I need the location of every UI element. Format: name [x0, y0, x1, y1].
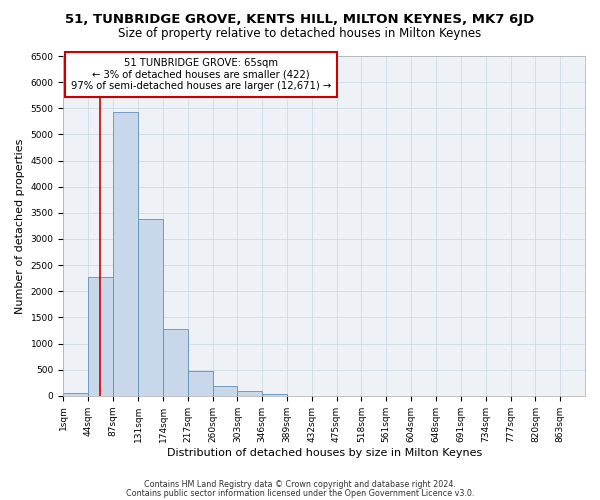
Text: Size of property relative to detached houses in Milton Keynes: Size of property relative to detached ho…	[118, 28, 482, 40]
Y-axis label: Number of detached properties: Number of detached properties	[15, 138, 25, 314]
Text: 51 TUNBRIDGE GROVE: 65sqm
← 3% of detached houses are smaller (422)
97% of semi-: 51 TUNBRIDGE GROVE: 65sqm ← 3% of detach…	[71, 58, 331, 91]
Bar	[63, 393, 88, 396]
Bar	[163, 329, 188, 396]
Text: 51, TUNBRIDGE GROVE, KENTS HILL, MILTON KEYNES, MK7 6JD: 51, TUNBRIDGE GROVE, KENTS HILL, MILTON …	[65, 12, 535, 26]
Text: Contains public sector information licensed under the Open Government Licence v3: Contains public sector information licen…	[126, 488, 474, 498]
Bar	[88, 277, 113, 396]
Bar	[188, 371, 212, 396]
Text: Contains HM Land Registry data © Crown copyright and database right 2024.: Contains HM Land Registry data © Crown c…	[144, 480, 456, 489]
Bar	[113, 112, 137, 396]
Bar	[238, 392, 262, 396]
Bar	[212, 386, 238, 396]
Bar	[262, 394, 287, 396]
X-axis label: Distribution of detached houses by size in Milton Keynes: Distribution of detached houses by size …	[167, 448, 482, 458]
Bar	[138, 219, 163, 396]
